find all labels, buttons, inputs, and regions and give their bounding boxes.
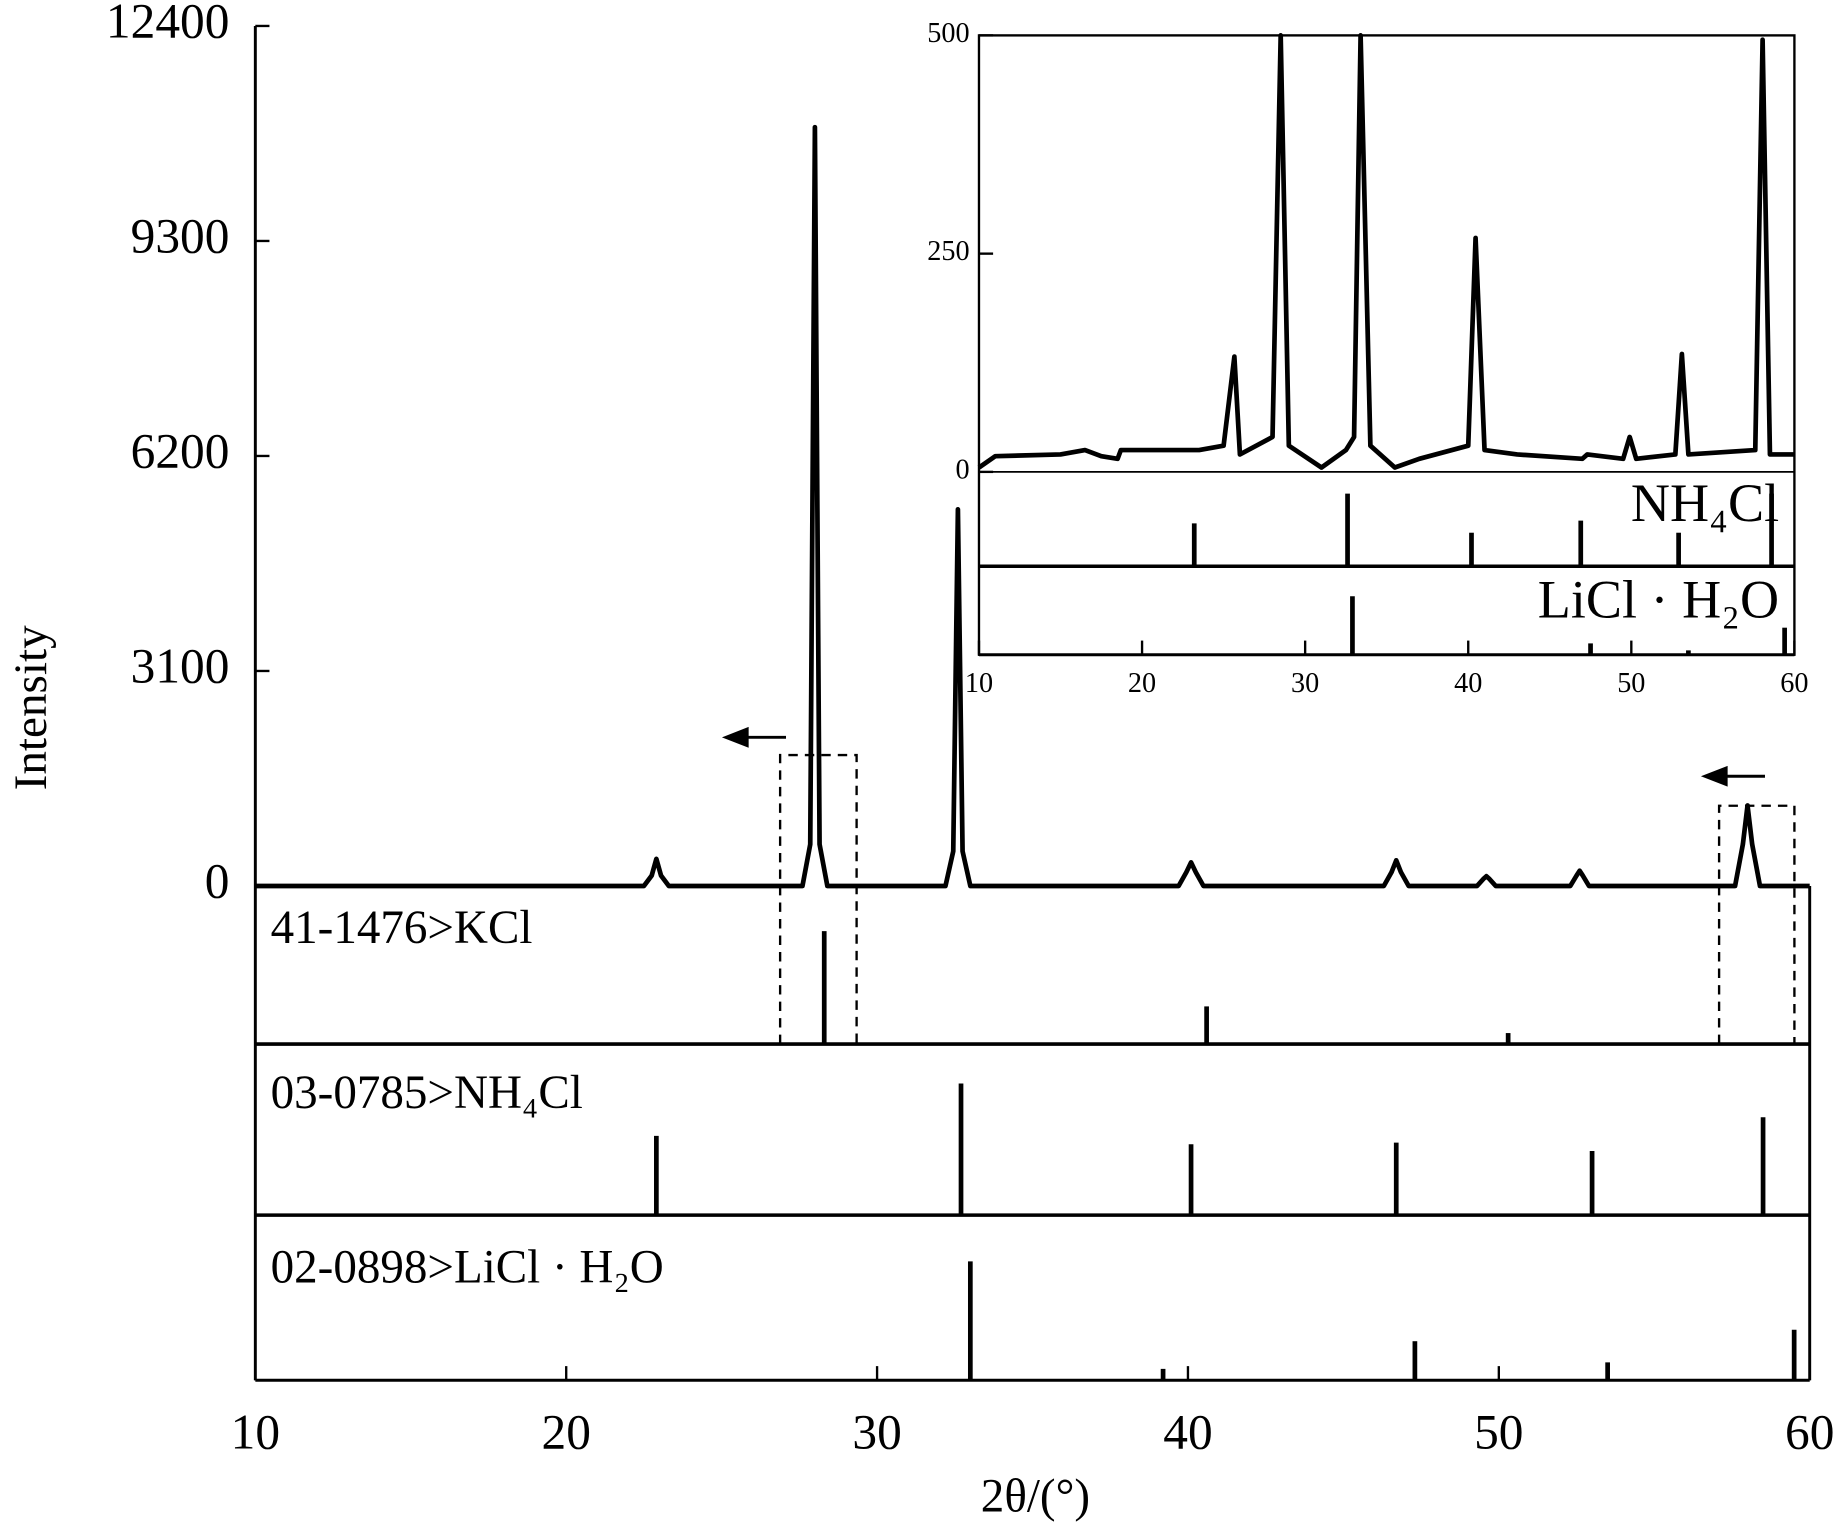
pattern-line — [255, 124, 1810, 889]
y-tick-label: 9300 — [131, 208, 230, 263]
y-tick-label: 250 — [927, 236, 969, 267]
x-tick-label: 20 — [1128, 668, 1156, 699]
arrow-head — [721, 726, 749, 748]
x-tick-label: 40 — [1163, 1404, 1212, 1459]
y-tick-label: 6200 — [131, 423, 230, 478]
x-tick-label: 50 — [1474, 1404, 1523, 1459]
dashed-box — [1717, 804, 1796, 1045]
y-tick-label: 500 — [927, 18, 969, 49]
reference-label: NH₄Cl — [1631, 473, 1779, 533]
y-axis-label: Intensity — [5, 625, 57, 791]
x-tick-label: 10 — [231, 1404, 280, 1459]
reference-label: 03-0785>NH₄Cl — [271, 1067, 583, 1119]
y-tick-label: 3100 — [131, 638, 230, 693]
x-tick-label: 30 — [1291, 668, 1319, 699]
y-tick-label: 12400 — [106, 0, 230, 48]
x-tick-label: 40 — [1454, 668, 1482, 699]
x-tick-label: 60 — [1780, 668, 1808, 699]
reference-label: 02-0898>LiCl · H₂O — [271, 1242, 664, 1294]
main-chart: 10 20 30 40 50 60 0 3100 6200 9300 12400 41-1476>KC… — [106, 0, 1834, 1459]
x-tick-label: 60 — [1785, 1404, 1834, 1459]
x-tick-label: 10 — [965, 668, 993, 699]
arrow-head — [1700, 765, 1728, 787]
reference-label: 41-1476>KCl — [271, 902, 533, 954]
x-tick-label: 50 — [1617, 668, 1645, 699]
y-tick-label: 0 — [955, 454, 969, 485]
inset-background — [977, 34, 1796, 656]
inset-chart: 10 20 30 40 50 60 0 250 500 NH₄Cl LiCl · H₂O — [927, 18, 1808, 699]
x-tick-label: 30 — [852, 1404, 901, 1459]
x-tick-label: 20 — [542, 1404, 591, 1459]
x-axis-label: 2θ/(°) — [981, 1470, 1090, 1522]
pattern-line — [977, 33, 1795, 470]
y-tick-label: 0 — [205, 853, 230, 908]
reference-label: LiCl · H₂O — [1538, 570, 1779, 630]
